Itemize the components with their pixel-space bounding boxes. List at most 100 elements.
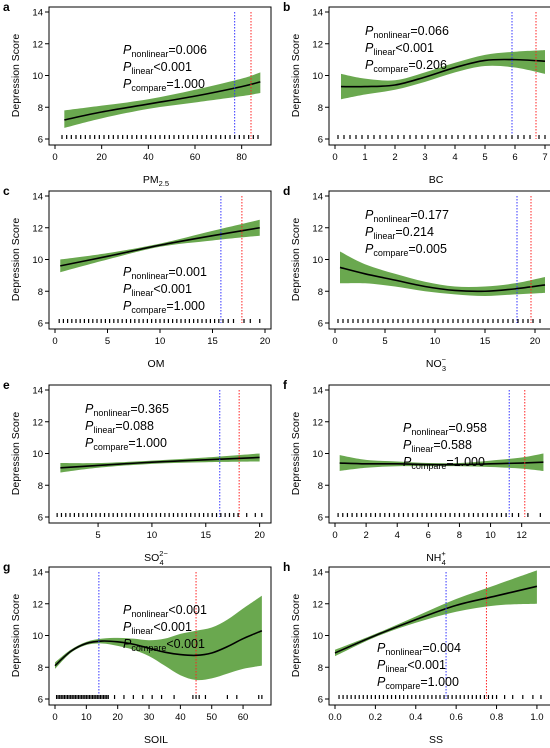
y-tick-label: 10 [312, 449, 323, 460]
p-value-linear: Plinear=0.588 [403, 438, 472, 454]
x-tick-label: 10 [81, 712, 92, 723]
y-tick-label: 14 [32, 386, 43, 397]
y-axis-label: Depression Score [290, 218, 302, 302]
p-value-linear: Plinear<0.001 [123, 620, 192, 636]
x-tick-label: 0.4 [409, 712, 422, 723]
p-value-compare: Pcompare=1.000 [123, 299, 205, 315]
p-value-block: Pnonlinear=0.958Plinear=0.588Pcompare=1.… [403, 421, 487, 471]
y-tick-label: 14 [312, 568, 323, 579]
y-tick-label: 10 [32, 255, 43, 266]
x-tick-label: 15 [207, 336, 218, 347]
x-tick-label: 4 [452, 152, 457, 163]
x-tick-label: 2 [392, 152, 397, 163]
y-tick-label: 8 [38, 481, 43, 492]
x-tick-label: 6 [426, 530, 431, 541]
p-value-nonlinear: Pnonlinear<0.001 [123, 603, 207, 619]
x-tick-label: 50 [206, 712, 217, 723]
y-tick-label: 10 [312, 631, 323, 642]
x-tick-label: 30 [144, 712, 155, 723]
y-tick-label: 12 [312, 417, 323, 428]
x-tick-label: 7 [542, 152, 547, 163]
panel-d: d 6 8 10 12 14 0 5 10 15 20 Depression Score NO− 3 Pno… [283, 184, 550, 373]
y-tick-label: 6 [318, 695, 323, 706]
y-tick-label: 6 [38, 513, 43, 524]
x-tick-label: 0.6 [450, 712, 463, 723]
fit-line [64, 81, 261, 121]
fit-line [60, 226, 260, 267]
y-tick-label: 12 [312, 39, 323, 50]
p-value-block: Pnonlinear<0.001Plinear<0.001Pcompare<0.… [123, 603, 207, 653]
y-tick-label: 6 [38, 135, 43, 146]
panel-letter: h [283, 560, 290, 574]
panel-letter: g [3, 560, 10, 574]
p-value-block: Pnonlinear=0.365Plinear=0.088Pcompare=1.… [85, 402, 169, 452]
x-tick-label: 0.0 [328, 712, 341, 723]
y-tick-label: 6 [38, 319, 43, 330]
y-tick-label: 8 [318, 663, 323, 674]
y-axis-label: Depression Score [10, 412, 22, 496]
plot-frame [48, 6, 272, 146]
y-tick-label: 8 [38, 103, 43, 114]
x-tick-label: 3 [422, 152, 427, 163]
x-tick-label: 0 [52, 712, 57, 723]
p-value-linear: Plinear<0.001 [377, 658, 446, 674]
p-value-compare: Pcompare=0.206 [365, 58, 447, 74]
p-value-compare: Pcompare=0.005 [365, 242, 447, 258]
p-value-nonlinear: Pnonlinear=0.177 [365, 208, 449, 224]
y-axis-label: Depression Score [10, 218, 22, 302]
x-tick-label: 4 [395, 530, 400, 541]
confidence-band [335, 570, 537, 657]
y-tick-label: 14 [312, 386, 323, 397]
confidence-band [340, 251, 545, 297]
x-tick-label: 5 [105, 336, 110, 347]
x-axis-label: BC [429, 174, 444, 186]
panel-h: h 6 8 10 12 14 0.0 0.2 0.4 0.6 0.8 1.0 Depression Sc… [283, 560, 550, 746]
x-tick-label: 12 [516, 530, 527, 541]
y-tick-label: 14 [312, 8, 323, 19]
panel-g: g 6 8 10 12 14 0 10 20 30 40 50 60 Depression Score SO… [3, 560, 272, 746]
y-tick-label: 12 [32, 417, 43, 428]
x-tick-label: 10 [147, 530, 158, 541]
panel-letter: a [3, 0, 10, 14]
p-value-linear: Plinear=0.214 [365, 225, 434, 241]
x-tick-label: 0 [52, 336, 57, 347]
y-tick-label: 10 [32, 449, 43, 460]
x-tick-label: 80 [236, 152, 247, 163]
x-tick-label: 20 [96, 152, 107, 163]
p-value-compare: Pcompare<0.001 [123, 637, 205, 653]
x-tick-label: 6 [512, 152, 517, 163]
x-tick-label: 0 [332, 336, 337, 347]
p-value-nonlinear: Pnonlinear=0.004 [377, 641, 461, 657]
y-tick-label: 6 [318, 135, 323, 146]
p-value-block: Pnonlinear=0.006Plinear<0.001Pcompare=1.… [123, 43, 207, 93]
y-tick-label: 8 [38, 663, 43, 674]
y-tick-label: 8 [318, 103, 323, 114]
p-value-nonlinear: Pnonlinear=0.006 [123, 43, 207, 59]
panel-c: c 6 8 10 12 14 0 5 10 15 20 Depression Score OM Pnonl… [3, 184, 272, 370]
y-tick-label: 10 [32, 631, 43, 642]
y-tick-label: 10 [312, 255, 323, 266]
p-value-nonlinear: Pnonlinear=0.365 [85, 402, 169, 418]
panel-e: e 6 8 10 12 14 5 10 15 20 Depression Score SO2− 4 Pno… [3, 378, 272, 567]
confidence-band [64, 72, 261, 128]
x-tick-label: 40 [143, 152, 154, 163]
x-tick-label: 20 [530, 336, 541, 347]
confidence-band [55, 595, 262, 681]
p-value-nonlinear: Pnonlinear=0.958 [403, 421, 487, 437]
panel-a: a 6 8 10 12 14 0 20 40 60 80 Depression Score PM2.5 P… [3, 0, 272, 188]
confidence-band [341, 50, 545, 100]
p-value-compare: Pcompare=1.000 [403, 455, 485, 471]
x-tick-label: 40 [175, 712, 186, 723]
p-value-compare: Pcompare=1.000 [123, 77, 205, 93]
x-tick-label: 1.0 [530, 712, 543, 723]
panel-letter: b [283, 0, 290, 14]
y-tick-label: 14 [32, 8, 43, 19]
x-tick-label: 0 [332, 152, 337, 163]
x-tick-label: 20 [112, 712, 123, 723]
y-tick-label: 12 [32, 223, 43, 234]
x-axis-label: PM2.5 [143, 174, 169, 188]
y-tick-label: 6 [38, 695, 43, 706]
x-tick-label: 15 [480, 336, 491, 347]
panel-f: f 6 8 10 12 14 0 2 4 6 8 10 12 Depression Score NH+ 4 Pn… [283, 378, 550, 567]
